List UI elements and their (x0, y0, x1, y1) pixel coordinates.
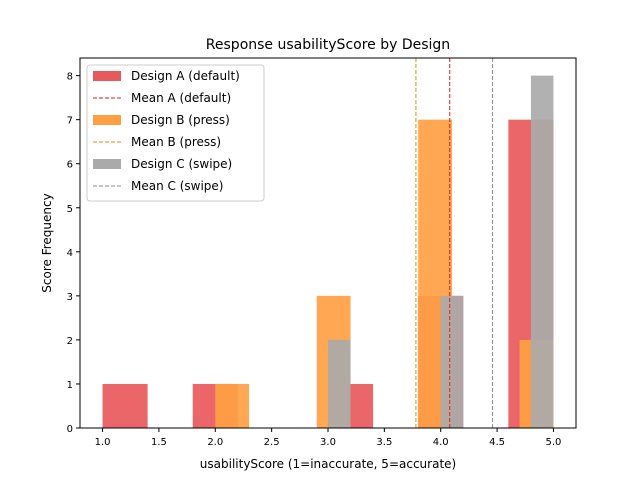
y-tick-label: 5 (67, 204, 73, 215)
legend-box (86, 64, 265, 202)
bar-design-c-swipe-1 (440, 295, 464, 428)
bar-design-a-default-0 (102, 383, 148, 428)
bar-design-c-swipe-0 (328, 339, 351, 428)
bar-design-c-swipe-2 (530, 75, 554, 428)
legend-label-mean-b-press: Mean B (press) (131, 135, 221, 149)
y-tick-label: 1 (67, 380, 73, 391)
x-tick-label: 3.5 (376, 437, 392, 448)
x-tick-label: 2.5 (264, 437, 280, 448)
x-tick-label: 1.0 (95, 437, 111, 448)
x-tick-label: 4.5 (489, 437, 505, 448)
legend-label-design-b-press: Design B (press) (131, 113, 230, 127)
legend-label-design-a-default: Design A (default) (131, 69, 240, 83)
y-tick-label: 8 (67, 72, 73, 83)
legend: Design A (default) Mean A (default) Design… (86, 64, 265, 202)
bar-design-b-press-0 (215, 383, 250, 428)
legend-label-mean-a-default: Mean A (default) (131, 91, 231, 105)
x-tick-label: 2.0 (207, 437, 223, 448)
legend-label-mean-c-swipe: Mean C (swipe) (131, 179, 223, 193)
x-tick-label: 4.0 (433, 437, 449, 448)
x-tick-label: 5.0 (546, 437, 562, 448)
legend-swatch-design-b-press (93, 115, 121, 125)
y-tick-label: 3 (67, 292, 73, 303)
legend-label-design-c-swipe: Design C (swipe) (131, 157, 232, 171)
y-tick-label: 6 (67, 160, 73, 171)
x-axis-label: usabilityScore (1=inaccurate, 5=accurate… (200, 457, 456, 471)
legend-swatch-design-a-default (93, 71, 121, 81)
y-tick-label: 2 (67, 336, 73, 347)
y-tick-label: 7 (67, 116, 73, 127)
legend-swatch-design-c-swipe (93, 159, 121, 169)
x-tick-label: 1.5 (151, 437, 167, 448)
y-tick-label: 0 (67, 424, 73, 435)
y-axis-label: Score Frequency (40, 193, 54, 292)
chart-title: Response usabilityScore by Design (206, 37, 450, 53)
y-tick-label: 4 (67, 248, 73, 259)
x-tick-label: 3.0 (320, 437, 336, 448)
